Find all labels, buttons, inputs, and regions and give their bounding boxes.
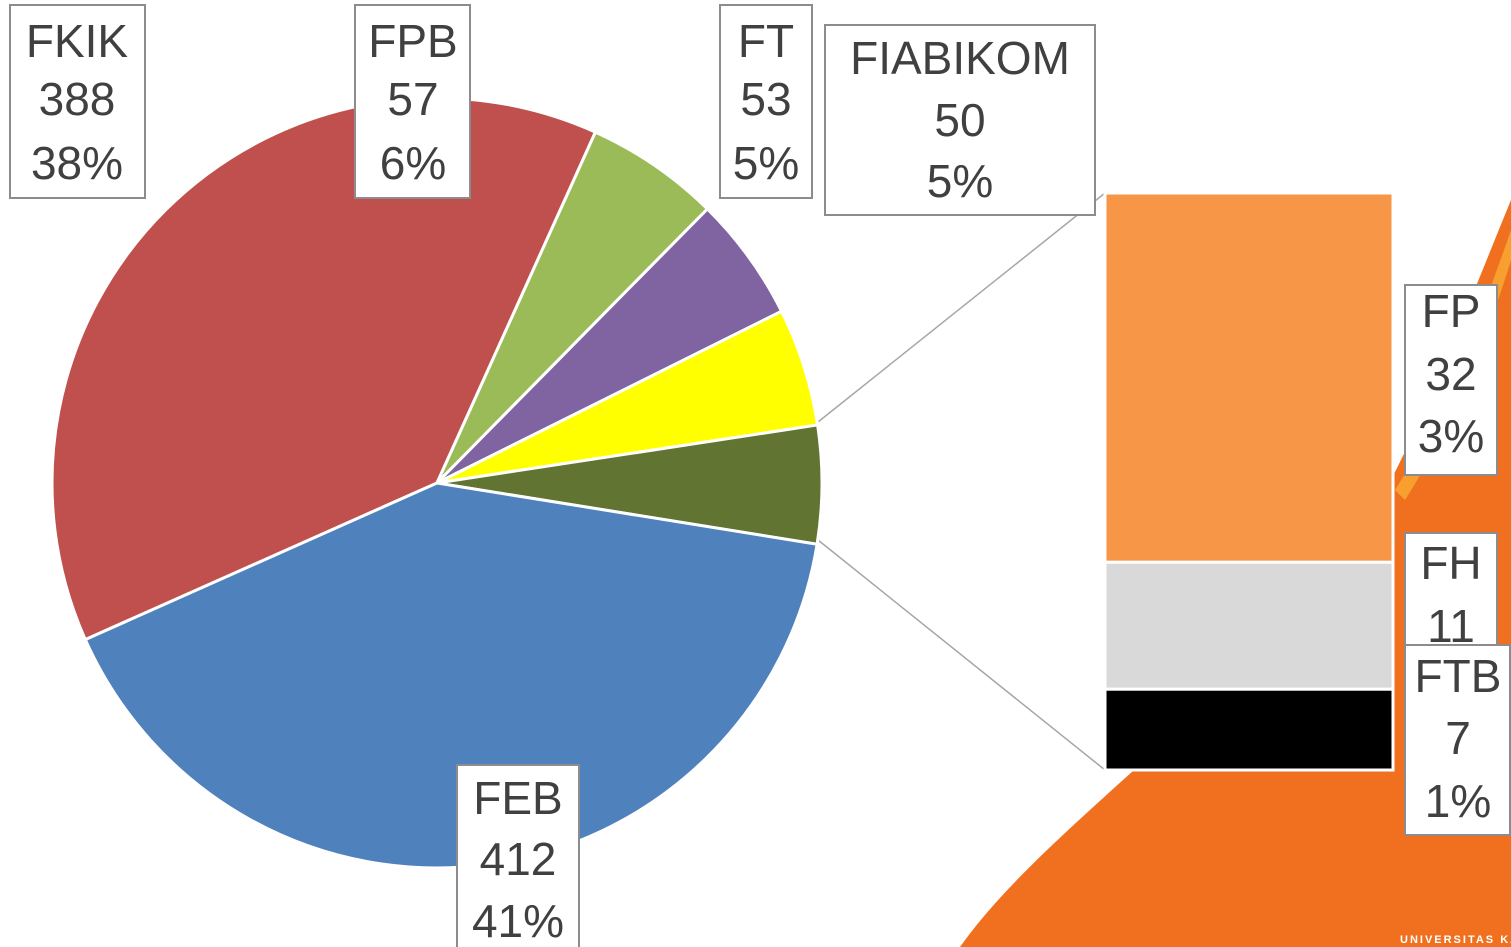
label-value: 50: [934, 94, 985, 146]
label-value: 53: [740, 73, 791, 125]
chart: UNIVERSITAS KATOLIK FKIK 388 38% FPB 57 6% FT 5…: [0, 0, 1511, 947]
label-value: 57: [387, 73, 438, 125]
bar-segment: [1105, 193, 1393, 562]
label-percent: 1%: [1425, 775, 1491, 827]
label-value: 412: [480, 833, 557, 885]
label-name: FH: [1420, 537, 1481, 589]
label-name: FT: [738, 15, 794, 67]
label-value: 32: [1425, 348, 1476, 400]
connector-line: [818, 193, 1105, 422]
label-name: FEB: [473, 772, 562, 824]
label-name: FPB: [368, 15, 457, 67]
label-percent: 41%: [472, 895, 564, 947]
label-percent: 38%: [31, 137, 123, 189]
label-percent: 5%: [927, 155, 993, 207]
label-percent: 3%: [1418, 410, 1484, 462]
watermark: UNIVERSITAS KATOLIK: [1400, 934, 1511, 946]
label-name: FIABIKOM: [850, 32, 1070, 84]
label-value: 7: [1445, 712, 1471, 764]
label-name: FKIK: [26, 15, 129, 67]
plot: [52, 98, 1393, 868]
label-name: FTB: [1415, 650, 1502, 702]
label-percent: 5%: [733, 137, 799, 189]
label-value: 388: [39, 73, 116, 125]
bar-segment: [1105, 689, 1393, 770]
label-percent: 6%: [380, 137, 446, 189]
label-name: FP: [1422, 285, 1481, 337]
connector-line: [818, 540, 1105, 770]
bar-segment: [1105, 562, 1393, 689]
